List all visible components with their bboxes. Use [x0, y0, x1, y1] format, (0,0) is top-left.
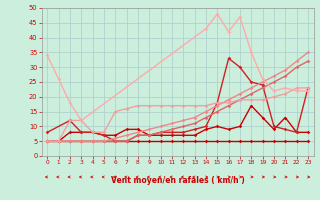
X-axis label: Vent moyen/en rafales ( km/h ): Vent moyen/en rafales ( km/h ): [111, 176, 244, 185]
